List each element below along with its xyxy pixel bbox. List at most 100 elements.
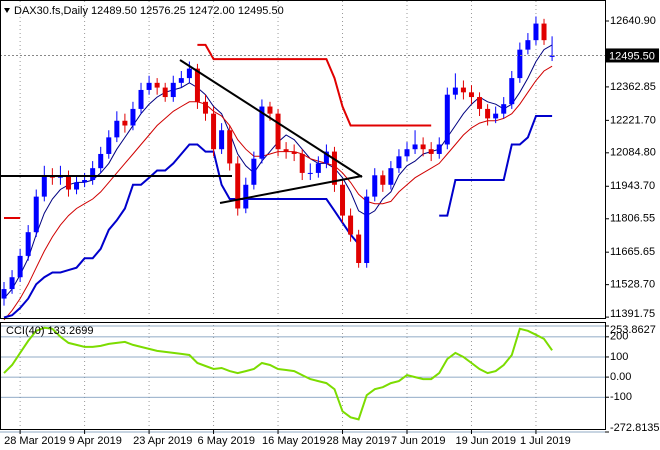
candle-body	[203, 101, 208, 114]
candle-body	[74, 182, 80, 190]
candle-body	[501, 104, 507, 114]
candle-body	[267, 106, 273, 114]
candle-body	[162, 87, 168, 98]
current-price-box	[606, 48, 659, 63]
candle-body	[380, 175, 386, 185]
candle-body	[356, 234, 362, 264]
current-price-label: 12495.50	[609, 50, 655, 62]
collapse-icon[interactable]	[4, 8, 10, 13]
candle-body	[517, 49, 523, 79]
trend-lines	[0, 59, 363, 204]
candle-body	[251, 158, 257, 185]
y-tick-label: 12221.70	[610, 114, 656, 126]
candle-body	[549, 55, 555, 57]
candle-body	[477, 97, 483, 109]
x-tick-label: 16 May 2019	[262, 435, 326, 447]
candle-body	[468, 92, 474, 98]
candle-body	[533, 23, 539, 41]
candle-body	[404, 149, 410, 157]
y-tick-label: 11806.55	[610, 213, 655, 225]
candle-body	[283, 149, 289, 152]
candle-body	[41, 175, 47, 197]
plot-layer	[0, 1, 605, 433]
cci-panel-frame	[0, 322, 606, 430]
y-tick-label: 11943.70	[610, 180, 655, 192]
candle-body	[428, 149, 434, 154]
ascending-trend-line	[219, 175, 363, 204]
candle-body	[227, 130, 233, 164]
candle-body	[396, 156, 402, 169]
y-tick-label: 12084.80	[610, 147, 656, 159]
candle-body	[493, 113, 499, 119]
candle-body	[388, 168, 394, 185]
candle-body	[114, 120, 120, 138]
x-tick-label: 9 Apr 2019	[69, 435, 122, 447]
candle-body	[307, 172, 313, 174]
candle-body	[340, 184, 346, 216]
indicator-line	[3, 143, 360, 319]
candle-body	[364, 196, 370, 264]
y-tick-label: 0.00	[610, 371, 631, 383]
candle-body	[138, 89, 144, 109]
candle-body	[525, 40, 531, 50]
candle-body	[348, 215, 354, 235]
candle-body	[146, 82, 152, 90]
candle-body	[178, 78, 184, 83]
x-tick-label: 23 Apr 2019	[133, 435, 192, 447]
candle-body	[219, 130, 225, 150]
x-tick-label: 28 May 2019	[327, 435, 391, 447]
candle-body	[154, 82, 160, 88]
candle-body	[235, 163, 241, 209]
candle-body	[372, 175, 378, 197]
candle-body	[323, 151, 329, 164]
y-tick-label: 11391.75	[610, 308, 655, 320]
indicator-line	[439, 115, 553, 217]
y-tick-label: 200	[610, 331, 628, 343]
candle-body	[444, 94, 450, 145]
indicator-line	[3, 326, 553, 421]
x-tick-label: 19 Jun 2019	[455, 435, 516, 447]
candle-body	[509, 78, 515, 105]
candle-body	[90, 168, 96, 181]
y-tick-label: 12362.85	[610, 81, 656, 93]
candle-body	[106, 137, 112, 154]
candle-body	[17, 255, 23, 278]
candle-body	[460, 87, 466, 93]
candle-body	[275, 113, 281, 150]
candle-body	[170, 82, 176, 98]
candle-body	[291, 151, 297, 154]
x-tick-label: 1 Jul 2019	[520, 435, 571, 447]
y-tick-label: -100	[610, 391, 632, 403]
candle-body	[65, 175, 71, 190]
y-tick-label: 253.8627	[610, 324, 656, 336]
candle-body	[98, 153, 104, 169]
candle-body	[82, 180, 88, 183]
candle-body	[1, 289, 7, 299]
candle-body	[331, 151, 337, 185]
main-panel-frame	[0, 0, 606, 319]
y-tick-label: 11528.70	[610, 279, 655, 291]
cci-title: CCI(40) 133.2699	[6, 325, 93, 337]
y-tick-label: 12640.90	[610, 15, 656, 27]
y-tick-label: 11665.65	[610, 246, 655, 258]
y-tick-label: -272.8135	[610, 422, 660, 434]
candle-body	[130, 108, 136, 126]
indicator-line	[197, 43, 432, 127]
chart-subtitle: DAX30.fs,Daily 12489.50 12576.25 12472.0…	[14, 5, 284, 17]
x-tick-label: 7 Jun 2019	[391, 435, 445, 447]
candle-body	[33, 196, 39, 233]
x-tick-label: 6 May 2019	[198, 435, 255, 447]
candle-body	[211, 113, 217, 150]
candle-body	[25, 232, 31, 256]
candle-body	[412, 144, 418, 150]
candle-body	[436, 144, 442, 154]
candle-body	[452, 87, 458, 95]
candle-body	[9, 277, 15, 290]
candle-body	[243, 184, 249, 209]
candle-body	[541, 23, 547, 41]
candle-body	[259, 106, 265, 159]
descending-trend-line	[179, 59, 363, 178]
x-tick-label: 28 Mar 2019	[4, 435, 66, 447]
